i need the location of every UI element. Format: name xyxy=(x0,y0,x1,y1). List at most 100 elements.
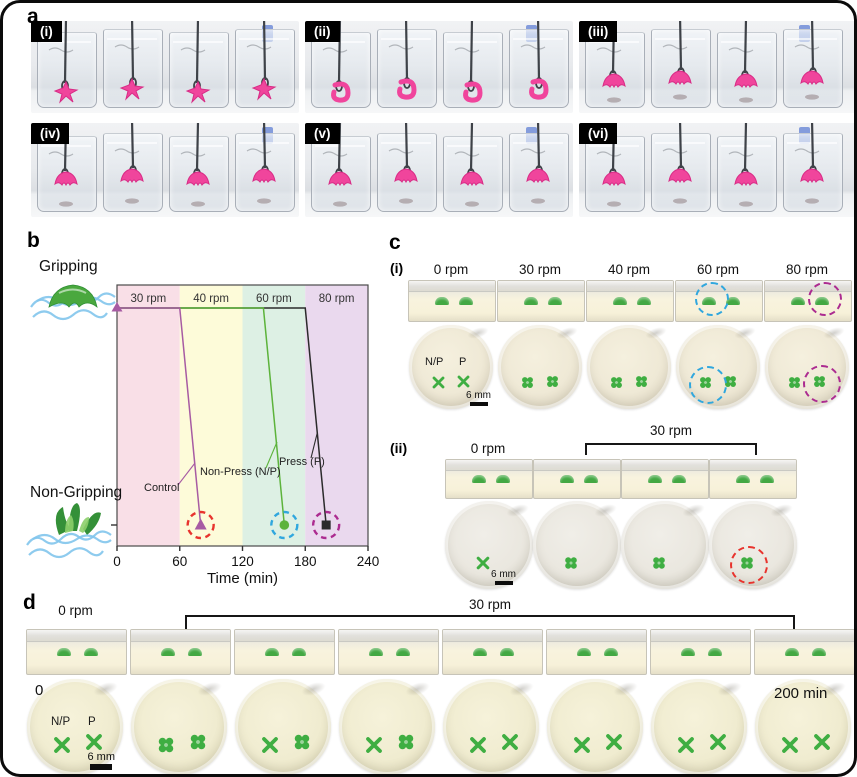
gray-disc xyxy=(333,201,347,207)
wire xyxy=(678,123,683,169)
gripper-mark-x xyxy=(476,556,490,570)
wire xyxy=(404,21,409,81)
beaker-art xyxy=(447,123,497,207)
fiber-mesh xyxy=(32,533,112,545)
gripper-dome xyxy=(472,475,486,483)
petri-dish-top-view xyxy=(339,679,435,774)
dish-shadow xyxy=(196,679,224,698)
pink-gripper xyxy=(602,73,626,89)
gripper-mark-clover xyxy=(653,557,665,569)
handwriting-scribble xyxy=(596,151,622,157)
gripper-dome xyxy=(637,297,651,305)
handwriting-scribble xyxy=(48,151,74,157)
pink-gripper xyxy=(668,70,692,86)
photo-tag: (vi) xyxy=(579,123,618,144)
handwriting-scribble xyxy=(454,151,480,157)
panel-a-photo-3: (iii) xyxy=(579,21,854,113)
fiber-mesh-group xyxy=(26,530,112,559)
wire xyxy=(469,123,474,172)
gripper-dome xyxy=(161,648,175,656)
pink-gripper xyxy=(251,77,277,101)
wire xyxy=(536,21,541,81)
gripper-dome xyxy=(473,648,487,656)
gripper-mark-x xyxy=(710,734,726,750)
gripping-illustration xyxy=(30,284,116,321)
petri-dish-side-view xyxy=(754,629,854,675)
gripper-dome xyxy=(548,297,562,305)
petri-dish-top-view: 0 N/P P 6 mm xyxy=(27,679,123,774)
x-tick-label: 180 xyxy=(294,554,317,569)
beaker xyxy=(717,123,777,212)
beaker xyxy=(783,21,843,108)
wire xyxy=(743,21,748,74)
dish-lid xyxy=(498,281,584,293)
wire xyxy=(262,21,267,81)
handwriting-scribble xyxy=(454,47,480,53)
rpm-bracket xyxy=(585,443,757,456)
p-label: P xyxy=(459,356,467,368)
beaker-art xyxy=(381,21,431,100)
dish-shadow xyxy=(465,325,490,342)
photo-tag: (iv) xyxy=(31,123,70,144)
beaker-art xyxy=(381,123,431,204)
gripper-mark-clover xyxy=(789,377,800,388)
dish-shadow xyxy=(592,501,618,519)
end-marker-circle xyxy=(279,520,290,530)
panel-c-i-tag: (i) xyxy=(390,260,404,276)
dish-lid xyxy=(443,630,542,643)
dish-shadow xyxy=(92,679,120,698)
gripper-dome xyxy=(369,648,383,656)
gripper-highlight xyxy=(58,288,87,294)
beaker xyxy=(651,21,711,108)
pink-gripper xyxy=(394,168,418,184)
dish-lid xyxy=(651,630,750,643)
zone-label: 40 rpm xyxy=(193,293,229,305)
dish-shadow xyxy=(680,501,706,519)
beaker xyxy=(443,123,503,212)
handwriting-scribble xyxy=(388,148,414,154)
petri-dish-side-view xyxy=(586,280,674,322)
panel-d-label: d xyxy=(23,591,36,614)
gripper-mark-clover xyxy=(294,734,310,750)
handwriting-scribble xyxy=(520,148,546,154)
x-tick-label: 60 xyxy=(172,554,187,569)
beaker xyxy=(311,123,371,212)
end-marker-square xyxy=(321,520,331,530)
gripper-mark-clover xyxy=(190,734,206,750)
petri-dish-top-view xyxy=(709,501,797,589)
dish-shadow xyxy=(554,325,579,342)
panel-a-photo-4: (iv) xyxy=(31,123,299,217)
gripper-mark-clover xyxy=(611,377,622,388)
gripper-dome xyxy=(57,648,71,656)
zone-label: 30 rpm xyxy=(130,293,166,305)
gripper-mark-x xyxy=(502,734,518,750)
dish-lid xyxy=(622,460,708,471)
petri-dish-top-view xyxy=(765,325,849,409)
pink-gripper xyxy=(463,81,483,103)
gripper-mark-x xyxy=(457,375,470,388)
petri-dish-side-view xyxy=(445,459,533,499)
beaker xyxy=(235,21,295,108)
gripper-dome xyxy=(577,648,591,656)
gripper-dome xyxy=(785,648,799,656)
wire xyxy=(536,123,541,169)
gripper-dome xyxy=(708,648,722,656)
petri-dish-side-view xyxy=(709,459,797,499)
wire xyxy=(195,123,200,172)
gray-disc xyxy=(59,201,73,207)
dish-shadow xyxy=(732,325,757,342)
x-tick-label: 120 xyxy=(231,554,254,569)
handwriting-scribble xyxy=(794,44,820,50)
gripper-dome xyxy=(560,475,574,483)
beaker-art xyxy=(721,123,771,207)
gripper-mark-x xyxy=(470,737,486,753)
gray-disc xyxy=(607,201,621,207)
beaker-art xyxy=(721,21,771,103)
photo-tag: (ii) xyxy=(305,21,340,42)
handwriting-scribble xyxy=(246,148,272,154)
beaker xyxy=(37,21,97,108)
dish-shadow xyxy=(716,679,744,698)
petri-dish-top-view: N/P P 6 mm xyxy=(409,325,493,409)
beaker xyxy=(103,21,163,108)
gray-disc xyxy=(673,198,687,204)
